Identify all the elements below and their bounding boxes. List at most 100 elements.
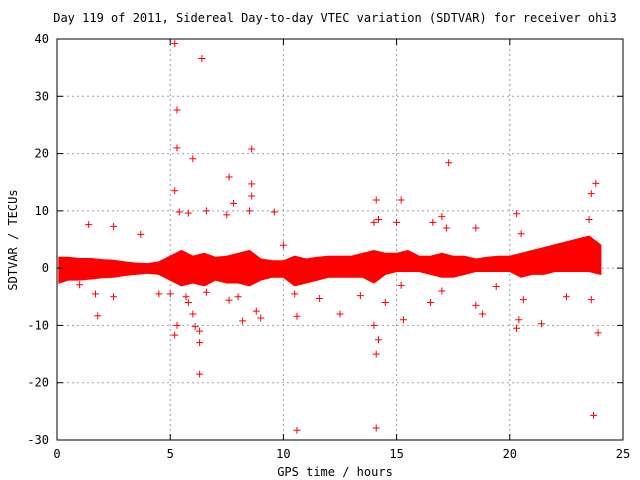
data-point [248, 145, 256, 153]
data-point [171, 187, 179, 195]
data-point [293, 312, 301, 320]
data-point [270, 208, 278, 216]
data-point [291, 290, 299, 298]
data-point [198, 54, 206, 62]
data-point [370, 321, 378, 329]
data-point [279, 241, 287, 249]
data-point [472, 224, 480, 232]
data-point [445, 159, 453, 167]
plot-frame [56, 38, 624, 441]
data-point [189, 155, 197, 163]
data-point [173, 106, 181, 114]
data-point [196, 370, 204, 378]
data-point [166, 290, 174, 298]
data-point [397, 196, 405, 204]
y-tick-label: 20 [35, 147, 49, 161]
data-point [171, 40, 179, 48]
data-point [537, 320, 545, 328]
data-point [184, 299, 192, 307]
data-point [94, 312, 102, 320]
data-point [230, 199, 238, 207]
data-point [189, 310, 197, 318]
data-point [397, 281, 405, 289]
data-point [356, 292, 364, 300]
data-point [442, 224, 450, 232]
data-point [137, 230, 145, 238]
data-point [234, 293, 242, 301]
chart-title: Day 119 of 2011, Sidereal Day-to-day VTE… [53, 11, 617, 25]
data-point [175, 208, 183, 216]
data-point [590, 411, 598, 419]
data-point [517, 230, 525, 238]
data-point [196, 327, 204, 335]
data-point [515, 316, 523, 324]
data-point [223, 211, 231, 219]
x-axis-label: GPS time / hours [277, 465, 393, 479]
data-point [374, 215, 382, 223]
y-tick-label: -10 [27, 318, 49, 332]
data-point [110, 222, 118, 230]
data-points [76, 40, 602, 434]
y-tick-label: 10 [35, 204, 49, 218]
data-point [182, 293, 190, 301]
data-point [245, 207, 253, 215]
data-point [184, 209, 192, 217]
data-point [372, 350, 380, 358]
data-point [336, 310, 344, 318]
data-point [252, 307, 260, 315]
data-point [381, 299, 389, 307]
data-point [427, 299, 435, 307]
data-point [173, 321, 181, 329]
data-point [110, 293, 118, 301]
data-point [91, 290, 99, 298]
x-tick-label: 5 [167, 447, 174, 461]
data-point [248, 180, 256, 188]
data-point [239, 317, 247, 325]
x-tick-label: 15 [389, 447, 403, 461]
data-point [225, 296, 233, 304]
data-density-band [58, 235, 602, 287]
data-point [196, 339, 204, 347]
data-point [492, 282, 500, 290]
data-point [370, 218, 378, 226]
data-point [513, 210, 521, 218]
data-point [587, 190, 595, 198]
data-band [58, 235, 602, 287]
data-point [202, 288, 210, 296]
data-point [374, 336, 382, 344]
data-point [316, 295, 324, 303]
y-tick-label: -30 [27, 433, 49, 447]
data-point [171, 331, 179, 339]
y-axis-label: SDTVAR / TECUs [6, 189, 20, 290]
data-point [372, 196, 380, 204]
y-tick-label: -20 [27, 376, 49, 390]
data-point [248, 192, 256, 200]
data-point [562, 293, 570, 301]
data-point [76, 281, 84, 289]
data-point [85, 221, 93, 229]
data-point [202, 207, 210, 215]
data-point [293, 426, 301, 434]
data-point [519, 296, 527, 304]
data-point [592, 179, 600, 187]
x-tick-label: 25 [616, 447, 630, 461]
data-point [372, 424, 380, 432]
x-tick-label: 0 [53, 447, 60, 461]
data-point [257, 314, 265, 322]
data-point [438, 213, 446, 221]
data-point [585, 215, 593, 223]
data-point [155, 290, 163, 298]
data-point [191, 323, 199, 331]
data-point [438, 287, 446, 295]
y-tick-label: 30 [35, 89, 49, 103]
data-point [225, 173, 233, 181]
x-tick-label: 10 [276, 447, 290, 461]
y-tick-label: 0 [42, 261, 49, 275]
data-point [587, 296, 595, 304]
data-point [472, 301, 480, 309]
data-point [513, 324, 521, 332]
tick-labels: 0 5 10 15 20 25 -30 -20 -10 0 10 20 30 40 [27, 32, 630, 461]
data-point [479, 310, 487, 318]
